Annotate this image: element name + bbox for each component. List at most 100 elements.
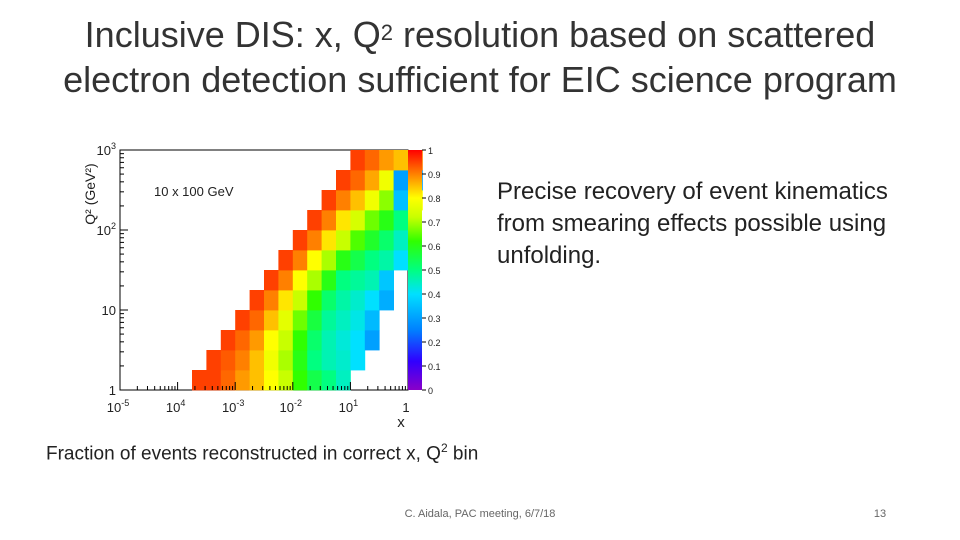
- heatmap-cell: [321, 350, 337, 371]
- heatmap-cell: [393, 150, 409, 171]
- heatmap-cell: [379, 190, 394, 211]
- heatmap-cell: [249, 350, 265, 371]
- y-tick-label: 10: [102, 303, 116, 318]
- heatmap-cell: [307, 250, 322, 271]
- heatmap-cell: [364, 270, 380, 291]
- heatmap-cell: [393, 250, 409, 271]
- heatmap-cell: [235, 370, 250, 391]
- heatmap-cell: [278, 290, 294, 311]
- heatmap-cell: [264, 290, 279, 311]
- heatmap-cell: [321, 190, 337, 211]
- heatmap-cell: [336, 350, 351, 371]
- heatmap-cell: [336, 310, 351, 331]
- heatmap-cell: [336, 190, 351, 211]
- title-superscript: 2: [380, 20, 394, 45]
- heatmap-cell: [321, 330, 337, 351]
- colorbar-tick-label: 0.7: [428, 218, 441, 228]
- heatmap-cell: [379, 150, 394, 171]
- x-tick-label: 10-3: [222, 398, 244, 415]
- heatmap-cell: [393, 210, 409, 231]
- heatmap-cell: [307, 310, 322, 331]
- x-tick-label: 104: [166, 398, 185, 415]
- title-suffix: resolution based on scattered: [393, 14, 876, 55]
- heatmap-cell: [292, 350, 308, 371]
- heatmap-cell: [336, 290, 351, 311]
- page-number: 13: [873, 508, 887, 520]
- heatmap-cell: [307, 270, 322, 291]
- footer-text: C. Aidala, PAC meeting, 6/7/18: [404, 508, 556, 520]
- colorbar-tick-label: 0: [428, 386, 433, 396]
- heatmap-cell: [292, 330, 308, 351]
- heatmap-cell: [264, 370, 279, 391]
- heatmap-cell: [307, 290, 322, 311]
- y-tick-label: 103: [97, 141, 116, 158]
- heatmap-cell: [278, 270, 294, 291]
- y-tick-label: 102: [97, 221, 116, 238]
- heatmap-cell: [206, 350, 222, 371]
- x-tick-label: 1: [402, 400, 409, 415]
- heatmap-cell: [350, 310, 366, 331]
- heatmap-cell: [264, 330, 279, 351]
- heatmap-cell: [235, 310, 250, 331]
- heatmap-cell: [321, 210, 337, 231]
- heatmap-cell: [379, 250, 394, 271]
- chart-annotation: 10 x 100 GeV: [154, 184, 234, 199]
- heatmap-cell: [278, 250, 294, 271]
- heatmap-cell: [364, 170, 380, 191]
- colorbar-ticks: 0 0.1 0.2 0.3 0.4 0.5 0.6 0.7 0.8 0.9 1: [422, 146, 441, 396]
- heatmap-cell: [350, 210, 366, 231]
- heatmap-cell: [336, 230, 351, 251]
- heatmap-cell: [321, 270, 337, 291]
- heatmap-cell: [321, 290, 337, 311]
- heatmap-cell: [292, 290, 308, 311]
- heatmap-cell: [321, 370, 337, 391]
- heatmap-cell: [350, 250, 366, 271]
- heatmap-cell: [264, 270, 279, 291]
- heatmap-cell: [321, 230, 337, 251]
- heatmap-cell: [206, 370, 222, 391]
- heatmap-cell: [278, 370, 294, 391]
- heatmap-cell: [192, 370, 207, 391]
- heatmap-cell: [350, 170, 366, 191]
- heatmap-cell: [379, 230, 394, 251]
- heatmap-cell: [350, 350, 366, 371]
- heatmap-cell: [307, 330, 322, 351]
- heatmap-cell: [292, 310, 308, 331]
- heatmap-cell: [379, 210, 394, 231]
- heatmap-cell: [292, 370, 308, 391]
- title-line-2: electron detection sufficient for EIC sc…: [63, 59, 897, 100]
- title-prefix: Inclusive DIS: x, Q: [84, 14, 381, 55]
- heatmap-cell: [321, 310, 337, 331]
- slide-title: Inclusive DIS: x, Q2 resolution based on…: [30, 12, 930, 102]
- colorbar-tick-label: 0.5: [428, 266, 441, 276]
- heatmap-cells: [192, 150, 423, 391]
- caption-superscript: 2: [440, 441, 448, 455]
- heatmap-cell: [364, 330, 380, 351]
- y-tick-label: 1: [109, 383, 116, 398]
- heatmap-cell: [307, 370, 322, 391]
- heatmap-cell: [292, 250, 308, 271]
- colorbar-tick-label: 0.6: [428, 242, 441, 252]
- heatmap-cell: [249, 290, 265, 311]
- colorbar-tick-label: 1: [428, 146, 433, 156]
- heatmap-cell: [307, 230, 322, 251]
- heatmap-cell: [264, 350, 279, 371]
- heatmap-cell: [350, 290, 366, 311]
- heatmap-cell: [292, 270, 308, 291]
- heatmap-cell: [393, 170, 409, 191]
- x-tick-label: 10-5: [107, 398, 129, 415]
- heatmap-cell: [364, 150, 380, 171]
- heatmap-figure: 10-5 104 10-3 10-2 101 1 1 10 102 103 10 x 100 Ge…: [70, 140, 450, 440]
- heatmap-cell: [278, 350, 294, 371]
- x-tick-label: 10-2: [280, 398, 302, 415]
- heatmap-cell: [336, 370, 351, 391]
- colorbar-tick-label: 0.9: [428, 170, 441, 180]
- heatmap-cell: [307, 350, 322, 371]
- heatmap-cell: [220, 330, 236, 351]
- heatmap-cell: [278, 310, 294, 331]
- heatmap-cell: [364, 190, 380, 211]
- heatmap-cell: [249, 370, 265, 391]
- heatmap-cell: [350, 190, 366, 211]
- heatmap-cell: [379, 290, 394, 311]
